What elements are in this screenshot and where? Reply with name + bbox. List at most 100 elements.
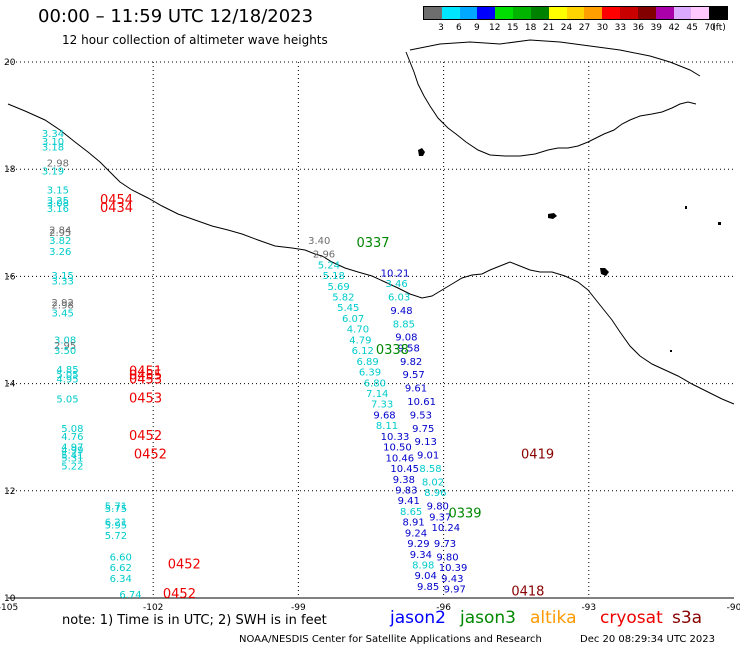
pass-time-label: 0452 (163, 587, 196, 602)
wave-height-value: 8.58 (419, 464, 441, 475)
wave-height-value: 8.65 (400, 507, 422, 518)
wave-height-value: 5.22 (61, 461, 83, 472)
wave-height-value: 6.80 (364, 378, 386, 389)
pass-time-label: 0452 (168, 558, 201, 573)
legend-entry-altika: altika (530, 608, 577, 628)
island-2 (548, 213, 557, 219)
colorbar-swatch (424, 7, 442, 19)
wave-height-value: 6.12 (352, 346, 374, 357)
wave-height-value: 9.82 (400, 357, 422, 368)
colorbar-swatch (673, 7, 692, 19)
wave-height-colorbar (423, 6, 728, 20)
lon-tick-label: -96 (436, 603, 451, 613)
colorbar-swatch (602, 7, 621, 19)
colorbar-tick-label: 30 (596, 23, 609, 33)
pass-time-label: 0453 (129, 391, 162, 406)
lat-tick-label: 20 (4, 58, 16, 68)
wave-height-value: 9.80 (436, 552, 458, 563)
colorbar-tick-label: 33 (614, 23, 627, 33)
colorbar-tick-label: 9 (473, 23, 480, 33)
pass-time-label: 0419 (521, 448, 554, 463)
wave-height-value: 5.72 (105, 531, 127, 542)
mexico-coastline (7, 103, 735, 405)
wave-height-value: 3.82 (49, 236, 71, 247)
wave-height-value: 3.46 (386, 279, 408, 290)
wave-height-value: 4.79 (349, 335, 371, 346)
colorbar-swatch (548, 7, 567, 19)
lon-tick-label: -90 (727, 603, 740, 613)
pass-time-label: 0454 (100, 193, 133, 208)
wave-height-value: 10.24 (432, 523, 461, 534)
wave-height-value: 2.98 (52, 301, 74, 312)
wave-height-value: 9.75 (412, 424, 434, 435)
coastline (7, 39, 735, 405)
wave-height-value: 3.40 (308, 236, 330, 247)
colorbar-tick-label: 42 (668, 23, 680, 33)
island-6 (670, 350, 672, 352)
wave-height-value: 8.02 (422, 477, 444, 488)
wave-height-value: 9.08 (395, 333, 417, 344)
wave-height-value: 9.38 (393, 475, 415, 486)
lon-tick-label: -99 (291, 603, 306, 613)
wave-height-value: 8.91 (402, 518, 424, 529)
wave-height-value: 5.41 (61, 451, 83, 462)
colorbar-swatch (584, 7, 603, 19)
colorbar-swatch (655, 7, 674, 19)
wave-height-value: 5.45 (337, 303, 359, 314)
colorbar-swatch (620, 7, 638, 19)
island-3 (600, 268, 609, 276)
wave-height-value: 6.03 (388, 293, 410, 304)
legend-entry-jason2: jason2 (390, 608, 446, 628)
wave-height-value: 6.60 (110, 552, 132, 563)
colorbar-tick-label: 18 (524, 23, 537, 33)
wave-height-value: 10.50 (383, 443, 412, 454)
wave-height-value: 9.53 (410, 410, 432, 421)
credit-line: NOAA/NESDIS Center for Satellite Applica… (239, 634, 542, 645)
colorbar-tick-label: 27 (578, 23, 591, 33)
wave-height-value: 5.05 (56, 394, 78, 405)
lon-tick-label: -105 (0, 603, 18, 613)
colorbar-swatch (495, 7, 514, 19)
lat-tick-label: 10 (4, 594, 16, 604)
lon-tick-label: -102 (143, 603, 163, 613)
wave-height-value: 2.84 (49, 226, 71, 237)
wave-height-value: 9.24 (405, 528, 427, 539)
pass-time-label: 0451 (129, 365, 162, 380)
wave-height-value: 9.97 (444, 585, 466, 596)
wave-height-value: 6.62 (110, 563, 132, 574)
lat-tick-label: 14 (4, 380, 16, 390)
colorbar-swatch (566, 7, 585, 19)
wave-height-value: 9.83 (395, 485, 417, 496)
wave-height-value: 4.99 (61, 445, 83, 456)
pass-time-label: 0453 (129, 373, 162, 388)
colorbar-tick-label: 70 (704, 23, 716, 33)
wave-height-value: 10.21 (381, 268, 410, 279)
wave-height-value: 9.34 (410, 550, 432, 561)
pass-time-labels: 0454043404510455045304530452045204520452… (100, 193, 554, 602)
island-4 (685, 206, 687, 209)
colorbar-tick-label: 45 (686, 23, 698, 33)
wave-height-value: 4.76 (61, 432, 83, 443)
wave-height-value: 7.14 (366, 389, 388, 400)
wave-height-value: 4.70 (347, 325, 369, 336)
wave-height-value: 6.74 (119, 590, 141, 601)
wave-height-value: 9.61 (405, 384, 427, 395)
colorbar-swatch (513, 7, 531, 19)
pass-time-label: 0452 (134, 448, 167, 463)
wave-height-value: 5.75 (105, 504, 127, 515)
pass-time-label: 0434 (100, 201, 133, 216)
wave-height-value: 9.68 (373, 410, 395, 421)
wave-height-value: 3.25 (47, 196, 69, 207)
colorbar-tick-label: 39 (650, 23, 662, 33)
wave-height-value: 5.69 (327, 282, 349, 293)
wave-height-value: 9.29 (407, 539, 429, 550)
colorbar-tick-label: 24 (560, 23, 573, 33)
pass-time-label: 0338 (376, 343, 409, 358)
colorbar-swatch (459, 7, 478, 19)
wave-height-value: 2.95 (49, 228, 71, 239)
colorbar-swatch (709, 7, 728, 19)
pass-time-label: 0337 (356, 236, 389, 251)
wave-height-value: 5.71 (105, 502, 127, 513)
pass-time-label: 0339 (448, 507, 481, 522)
wave-height-value: 9.04 (415, 571, 437, 582)
